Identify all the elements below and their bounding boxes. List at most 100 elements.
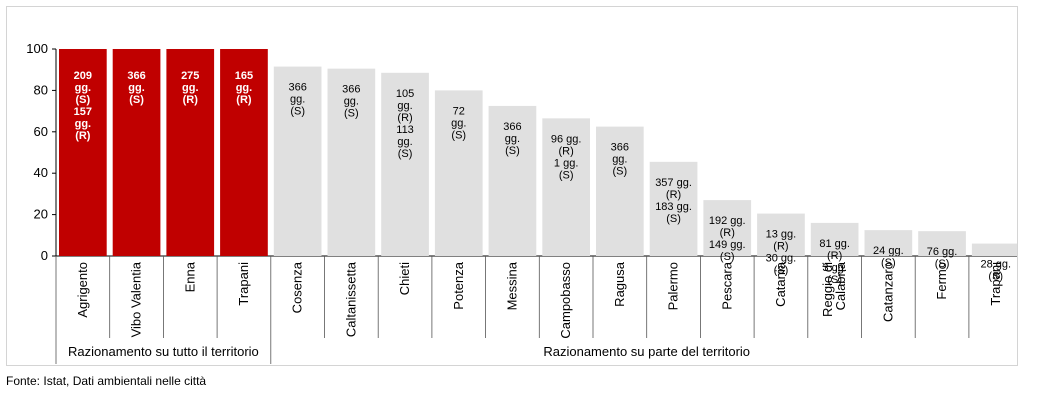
bar-pescara bbox=[703, 200, 752, 256]
bar-chart: 020406080100209gg.(S)157gg.(R)Agrigento3… bbox=[26, 41, 1017, 364]
bar-ragusa bbox=[596, 126, 644, 256]
bar-annotation: gg. bbox=[505, 133, 520, 145]
bar-annotation: (R) bbox=[827, 250, 842, 262]
bar-annotation: 81 gg. bbox=[819, 238, 850, 250]
bar-annotation: 96 gg. bbox=[551, 133, 582, 145]
bar-reggio-di-calabria bbox=[810, 222, 859, 256]
bar-fermo bbox=[918, 231, 966, 256]
bar-annotation: (S) bbox=[505, 145, 520, 157]
bar-annotation: gg. bbox=[236, 82, 253, 94]
y-tick-label: 20 bbox=[34, 207, 48, 222]
category-label: Catanzaro bbox=[880, 262, 895, 322]
category-label: Palermo bbox=[666, 262, 681, 310]
category-label: Calabria bbox=[833, 261, 848, 310]
bar-annotation: (R) bbox=[666, 189, 681, 201]
category-label: Fermo bbox=[934, 262, 949, 300]
bar-annotation: gg. bbox=[75, 82, 92, 94]
bar-messina bbox=[488, 105, 537, 256]
bar-annotation: (S) bbox=[344, 108, 359, 120]
bar-annotation: 28 gg. bbox=[980, 259, 1011, 271]
bar-annotation: 275 bbox=[181, 70, 199, 82]
bar-chieti bbox=[381, 72, 429, 257]
bar-annotation: 192 gg. bbox=[709, 215, 746, 227]
bar-annotation: (S) bbox=[129, 94, 144, 106]
bar-annotation: 366 bbox=[288, 82, 306, 94]
category-label: Potenza bbox=[451, 261, 466, 309]
bar-annotation: gg. bbox=[290, 94, 305, 106]
bar-annotation: (S) bbox=[559, 169, 574, 181]
y-tick-label: 100 bbox=[26, 41, 48, 56]
bar-annotation: (S) bbox=[720, 251, 735, 263]
bar-annotation: 76 gg. bbox=[927, 246, 958, 258]
bar-annotation: gg. bbox=[612, 154, 627, 166]
category-label: Cosenza bbox=[290, 261, 305, 313]
bar-annotation: 157 bbox=[74, 106, 92, 118]
bar-caltanissetta bbox=[327, 68, 376, 256]
bar-annotation: 30 gg. bbox=[766, 253, 797, 265]
bar-annotation: 24 gg. bbox=[873, 245, 904, 257]
category-label: Chieti bbox=[397, 262, 412, 295]
bar-agrigento bbox=[59, 49, 107, 256]
bar-annotation: (S) bbox=[774, 265, 789, 277]
category-label: Caltanissetta bbox=[343, 261, 358, 337]
bar-annotation: (R) bbox=[720, 227, 735, 239]
bar-annotation: 113 bbox=[396, 124, 414, 136]
category-label: Ragusa bbox=[612, 261, 627, 307]
bar-annotation: (S) bbox=[988, 271, 1003, 283]
bar-potenza bbox=[434, 90, 483, 257]
bar-annotation: gg. bbox=[75, 118, 92, 130]
bar-annotation: (S) bbox=[613, 166, 628, 178]
source-note: Fonte: Istat, Dati ambientali nelle citt… bbox=[6, 374, 207, 388]
bar-annotation: (R) bbox=[183, 94, 199, 106]
group-label: Razionamento su parte del territorio bbox=[543, 344, 750, 359]
bar-catanzaro bbox=[864, 230, 913, 256]
bar-trapani bbox=[220, 49, 268, 256]
y-tick-label: 0 bbox=[41, 248, 48, 263]
category-label: Campobasso bbox=[558, 262, 573, 339]
bar-trapani bbox=[971, 243, 1017, 256]
bar-annotation: (R) bbox=[559, 145, 574, 157]
category-label: Reggio di bbox=[820, 262, 835, 317]
bar-annotation: (S) bbox=[935, 258, 950, 270]
bar-annotation: (R) bbox=[236, 94, 252, 106]
bar-catania bbox=[757, 213, 805, 256]
bar-palermo bbox=[649, 161, 698, 256]
bar-annotation: 209 bbox=[74, 70, 92, 82]
category-label: Catania bbox=[773, 261, 788, 307]
category-label: Trapani bbox=[236, 262, 251, 306]
bar-annotation: 366 bbox=[342, 84, 360, 96]
bar-annotation: 149 gg. bbox=[709, 239, 746, 251]
bar-annotation: 1 gg. bbox=[554, 157, 578, 169]
bar-annotation: (S) bbox=[827, 274, 842, 286]
bar-annotation: (S) bbox=[666, 213, 681, 225]
bar-annotation: 366 bbox=[611, 142, 629, 154]
bar-annotation: (S) bbox=[881, 257, 896, 269]
bar-cosenza bbox=[273, 66, 322, 256]
bar-annotation: (R) bbox=[773, 241, 788, 253]
bar-enna bbox=[166, 49, 215, 256]
y-tick-label: 80 bbox=[34, 82, 48, 97]
bar-vibo-valentia bbox=[112, 49, 161, 256]
category-label: Enna bbox=[182, 261, 197, 292]
bar-annotation: 183 gg. bbox=[655, 201, 692, 213]
category-label: Pescara bbox=[719, 261, 734, 309]
bar-annotation: gg. bbox=[182, 82, 199, 94]
bar-annotation: 105 bbox=[396, 88, 414, 100]
category-label: Trapani bbox=[988, 262, 1003, 306]
bar-annotation: gg. bbox=[128, 82, 145, 94]
bar-annotation: 72 bbox=[453, 105, 465, 117]
bar-annotation: gg. bbox=[397, 100, 412, 112]
chart-frame: 0 20 40 60 80 100 209 gg. (S) 157 gg. (R) Agrigento 3… bbox=[6, 6, 1018, 366]
bar-annotation: (S) bbox=[398, 148, 413, 160]
bar-campobasso bbox=[542, 118, 590, 256]
bar-annotation: gg. bbox=[451, 117, 466, 129]
y-tick-label: 60 bbox=[34, 124, 48, 139]
bar-annotation: (S) bbox=[76, 94, 91, 106]
bar-annotation: gg. bbox=[344, 96, 359, 108]
bar-annotation: 366 bbox=[127, 70, 145, 82]
y-tick-label: 40 bbox=[34, 165, 48, 180]
bar-annotation: 3 gg. bbox=[822, 262, 846, 274]
bar-annotation: 357 gg. bbox=[655, 177, 692, 189]
bar-annotation: (R) bbox=[75, 130, 91, 142]
bar-annotation: (S) bbox=[451, 129, 466, 141]
